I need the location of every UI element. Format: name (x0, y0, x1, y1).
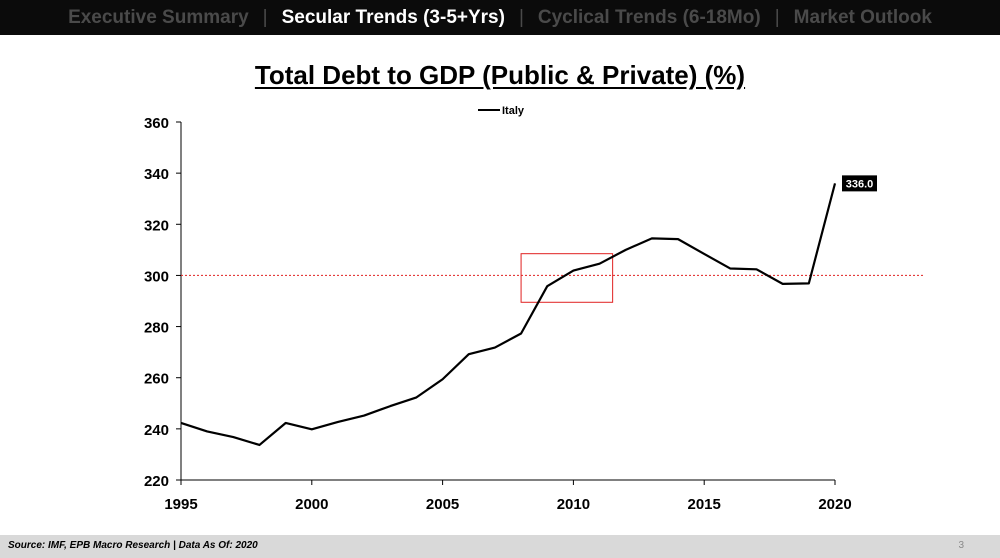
x-tick-label: 2020 (818, 496, 851, 513)
top-navigation-bar: Executive Summary | Secular Trends (3-5+… (0, 0, 1000, 35)
x-tick-label: 2015 (688, 496, 721, 513)
y-tick-label: 320 (144, 217, 169, 234)
end-value-label-bg (842, 175, 877, 192)
nav-separator: | (262, 6, 268, 28)
x-tick-label: 2005 (426, 496, 459, 513)
end-value-label: 336.0 (846, 178, 874, 190)
tab-secular-trends[interactable]: Secular Trends (3-5+Yrs) (281, 6, 505, 28)
y-tick-label: 240 (144, 422, 169, 439)
page-number: 3 (958, 540, 964, 551)
y-tick-label: 260 (144, 371, 169, 388)
y-tick-label: 340 (144, 166, 169, 183)
footer-bar: Source: IMF, EPB Macro Research | Data A… (0, 535, 1000, 558)
highlight-box (520, 253, 614, 303)
tab-market-outlook[interactable]: Market Outlook (793, 6, 932, 28)
y-tick-label: 360 (144, 115, 169, 132)
series-line-italy (180, 183, 837, 447)
x-tick-label: 2000 (295, 496, 328, 513)
tab-cyclical-trends[interactable]: Cyclical Trends (6-18Mo) (537, 6, 761, 28)
tab-executive-summary[interactable]: Executive Summary (68, 6, 249, 28)
y-tick-label: 280 (144, 320, 169, 337)
chart-title: Total Debt to GDP (Public & Private) (%) (254, 60, 746, 90)
nav-separator: | (774, 6, 780, 28)
y-tick-label: 300 (144, 268, 169, 285)
legend-label-italy: Italy (502, 105, 525, 117)
x-tick-label: 1995 (164, 496, 197, 513)
y-tick-label: 220 (144, 473, 169, 490)
nav-separator: | (518, 6, 524, 28)
x-tick-label: 2010 (557, 496, 590, 513)
debt-to-gdp-chart: 220 240 260 280 300 320 340 360 1995 2000 2005 2010… (144, 105, 925, 513)
source-note: Source: IMF, EPB Macro Research | Data A… (8, 540, 258, 551)
